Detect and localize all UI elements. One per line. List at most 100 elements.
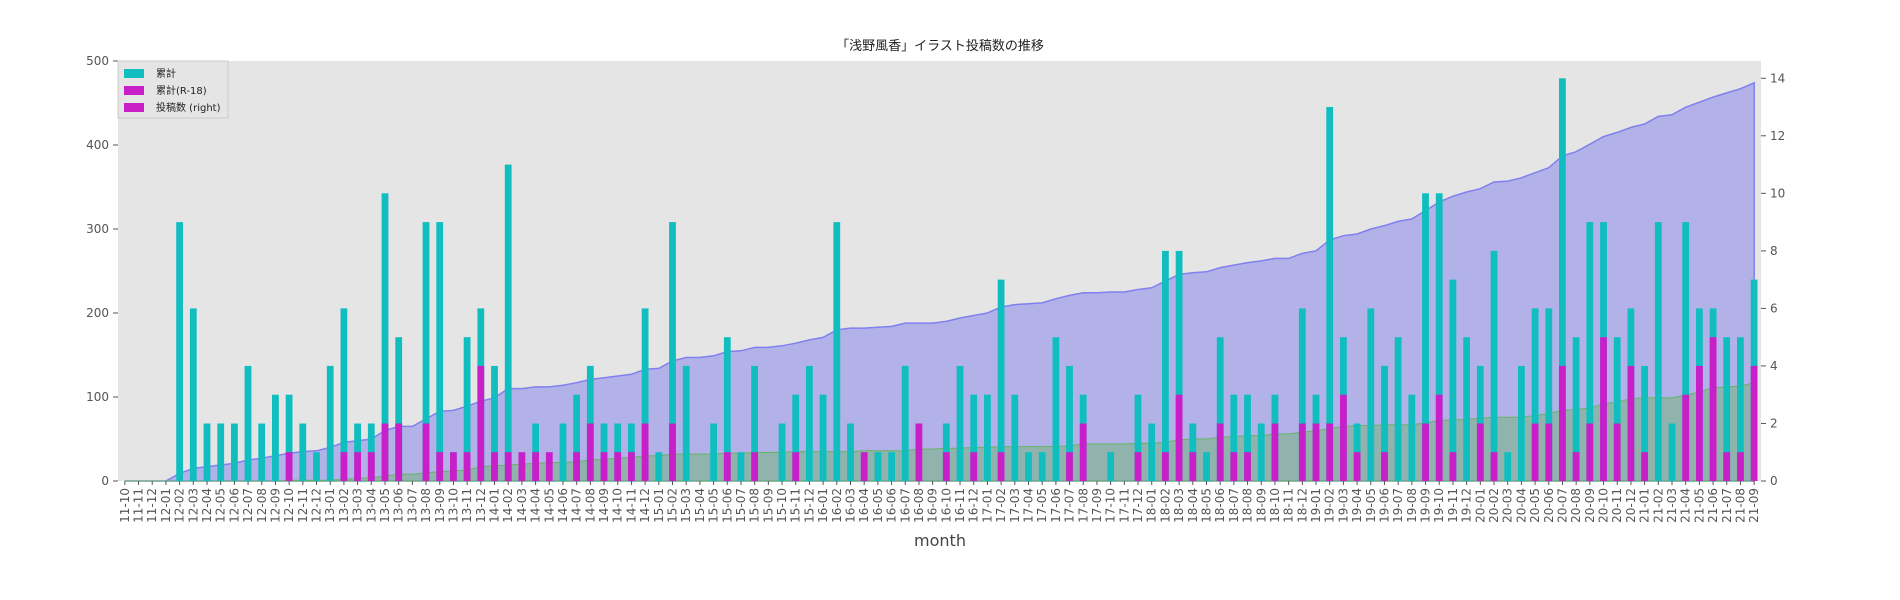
x-tick-label: 21-04: [1679, 488, 1693, 523]
posts-bar: [1107, 452, 1114, 481]
posts-r18-bar: [504, 452, 512, 481]
y-right-tick-label: 4: [1770, 359, 1778, 373]
x-tick-label: 14-04: [529, 488, 543, 523]
posts-bar: [244, 365, 252, 481]
posts-r18-bar: [1422, 423, 1429, 481]
x-tick-label: 17-10: [1104, 488, 1118, 523]
x-tick-label: 20-07: [1556, 488, 1570, 523]
posts-r18-bar: [600, 452, 608, 481]
posts-r18-bar: [1490, 452, 1498, 481]
posts-bar: [1230, 394, 1238, 481]
x-tick-label: 18-11: [1282, 488, 1296, 523]
x-tick-label: 15-10: [775, 488, 789, 523]
posts-bar: [422, 222, 430, 481]
posts-r18-bar: [285, 452, 293, 481]
posts-r18-bar: [1737, 452, 1744, 481]
posts-bar: [901, 365, 909, 481]
posts-r18-bar: [518, 452, 526, 481]
posts-bar: [1518, 365, 1525, 481]
posts-r18-bar: [367, 452, 375, 481]
posts-bar: [299, 423, 307, 481]
posts-r18-bar: [723, 452, 731, 481]
posts-r18-bar: [463, 452, 471, 481]
posts-bar: [463, 337, 471, 481]
posts-bar: [1422, 193, 1429, 482]
x-tick-label: 21-05: [1692, 488, 1706, 523]
x-tick-label: 16-12: [967, 488, 981, 523]
x-tick-label: 14-09: [597, 488, 611, 523]
x-tick-label: 20-05: [1528, 488, 1542, 523]
x-tick-label: 17-02: [994, 488, 1008, 523]
posts-r18-bar: [1750, 365, 1758, 481]
x-tick-label: 15-08: [748, 488, 762, 523]
posts-bar: [1175, 250, 1183, 481]
x-tick-label: 17-07: [1063, 488, 1077, 523]
posts-bar: [737, 452, 745, 481]
x-tick-label: 13-11: [460, 488, 474, 523]
y-left-tick-label: 100: [86, 390, 109, 404]
x-tick-label: 12-08: [255, 488, 269, 523]
x-tick-label: 20-04: [1514, 488, 1528, 523]
x-tick-label: 18-10: [1268, 488, 1282, 523]
posts-bar: [504, 164, 512, 481]
x-tick-label: 20-01: [1473, 488, 1487, 523]
x-tick-label: 12-11: [296, 488, 310, 523]
x-tick-label: 18-08: [1241, 488, 1255, 523]
posts-bar: [806, 365, 813, 481]
posts-r18-bar: [1641, 452, 1648, 481]
x-tick-label: 19-06: [1378, 488, 1392, 523]
posts-bar: [1682, 222, 1690, 481]
posts-bar: [217, 423, 225, 481]
x-tick-label: 18-12: [1295, 488, 1309, 523]
posts-r18-bar: [669, 423, 676, 481]
x-tick-label: 16-05: [871, 488, 885, 523]
posts-r18-bar: [641, 423, 649, 481]
x-tick-label: 15-03: [679, 488, 693, 523]
posts-r18-bar: [1340, 394, 1347, 481]
posts-r18-bar: [1627, 365, 1635, 481]
posts-r18-bar: [628, 452, 635, 481]
posts-bar: [956, 365, 964, 481]
x-tick-label: 18-07: [1227, 488, 1241, 523]
x-tick-label: 19-03: [1336, 488, 1350, 523]
posts-bar: [1408, 394, 1416, 481]
posts-r18-bar: [340, 452, 348, 481]
posts-bar: [1449, 279, 1457, 481]
posts-bar: [874, 452, 882, 481]
posts-r18-bar: [436, 452, 444, 481]
posts-r18-bar: [751, 452, 758, 481]
x-tick-label: 13-01: [323, 488, 337, 523]
posts-r18-bar: [1230, 452, 1238, 481]
posts-bar: [272, 394, 279, 481]
y-left-tick-label: 0: [101, 474, 109, 488]
x-tick-label: 14-07: [570, 488, 584, 523]
x-tick-label: 13-03: [351, 488, 365, 523]
x-tick-label: 19-01: [1309, 488, 1323, 523]
posts-r18-bar: [1709, 337, 1717, 481]
x-tick-label: 17-05: [1035, 488, 1049, 523]
posts-bar: [984, 394, 991, 481]
y-axis-right: 0 2 4 6 8 10 12 14: [1761, 71, 1785, 488]
x-tick-label: 16-01: [816, 488, 830, 523]
posts-bar: [710, 423, 717, 481]
posts-bar: [1559, 78, 1566, 482]
x-tick-label: 20-12: [1624, 488, 1638, 523]
posts-bar: [313, 452, 320, 481]
posts-bar: [888, 452, 895, 481]
posts-bar: [381, 193, 389, 482]
x-tick-label: 21-01: [1638, 488, 1652, 523]
x-tick-label: 18-09: [1254, 488, 1268, 523]
legend: 累計 累計(R-18) 投稿数 (right): [117, 60, 229, 119]
posts-r18-bar: [1572, 452, 1580, 481]
x-tick-label: 19-09: [1419, 488, 1433, 523]
x-tick-label: 17-11: [1117, 488, 1131, 523]
y-left-tick-label: 200: [86, 306, 109, 320]
posts-r18-bar: [1449, 452, 1457, 481]
posts-r18-bar: [422, 423, 430, 481]
posts-bar: [669, 222, 676, 481]
posts-bar: [1723, 337, 1731, 481]
y-left-tick-label: 500: [86, 54, 109, 68]
x-tick-label: 14-02: [501, 488, 515, 523]
x-tick-label: 17-03: [1008, 488, 1022, 523]
posts-bar: [847, 423, 854, 481]
